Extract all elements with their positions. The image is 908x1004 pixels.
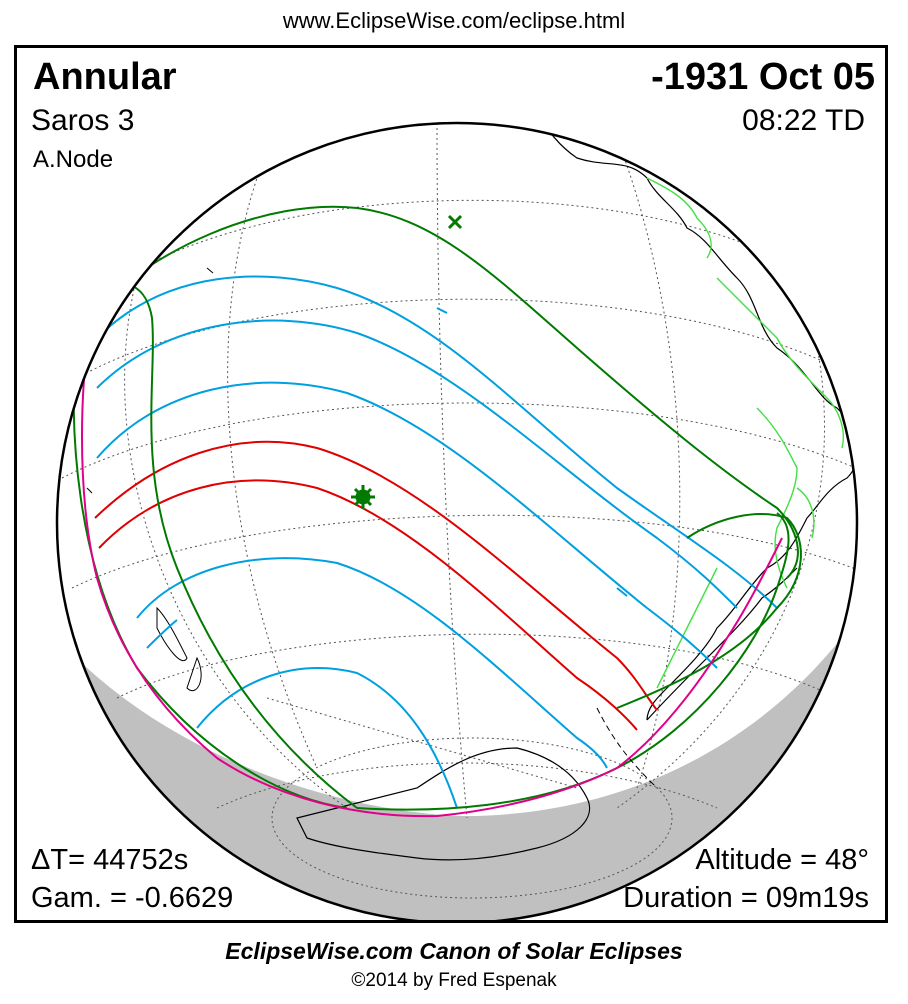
footer-title: EclipseWise.com Canon of Solar Eclipses <box>225 938 683 964</box>
gamma: Gam. = -0.6629 <box>31 882 234 914</box>
earth-globe-map <box>55 121 859 920</box>
coastline-antarctica <box>296 747 591 861</box>
penumbral-limits <box>72 205 802 811</box>
globe-disc <box>57 123 857 920</box>
magnitude-lines <box>96 275 778 809</box>
eclipse-date: -1931 Oct 05 <box>651 56 875 98</box>
footer-copyright: ©2014 by Fred Espenak <box>351 970 557 991</box>
rise-set-curve <box>81 287 783 818</box>
saros-number: Saros 3 <box>31 104 135 137</box>
limb-dashed <box>596 707 658 789</box>
greatest-eclipse-marker <box>351 485 375 509</box>
sun-altitude: Altitude = 48° <box>695 844 869 876</box>
delta-t: ΔT= 44752s <box>31 844 189 876</box>
sub-solar-point-marker <box>447 214 463 230</box>
graticule <box>61 123 857 899</box>
lunar-node: A.Node <box>33 146 114 173</box>
central-path-limits <box>94 440 658 731</box>
source-url: www.EclipseWise.com/eclipse.html <box>282 8 626 33</box>
central-duration: Duration = 09m19s <box>623 882 869 914</box>
eclipse-time: 08:22 TD <box>742 104 865 137</box>
globe-outline <box>55 121 859 920</box>
eclipse-type: Annular <box>33 56 177 98</box>
eclipse-map-frame: Annular -1931 Oct 05 Saros 3 08:22 TD A.… <box>14 45 888 923</box>
political-borders <box>646 177 844 689</box>
